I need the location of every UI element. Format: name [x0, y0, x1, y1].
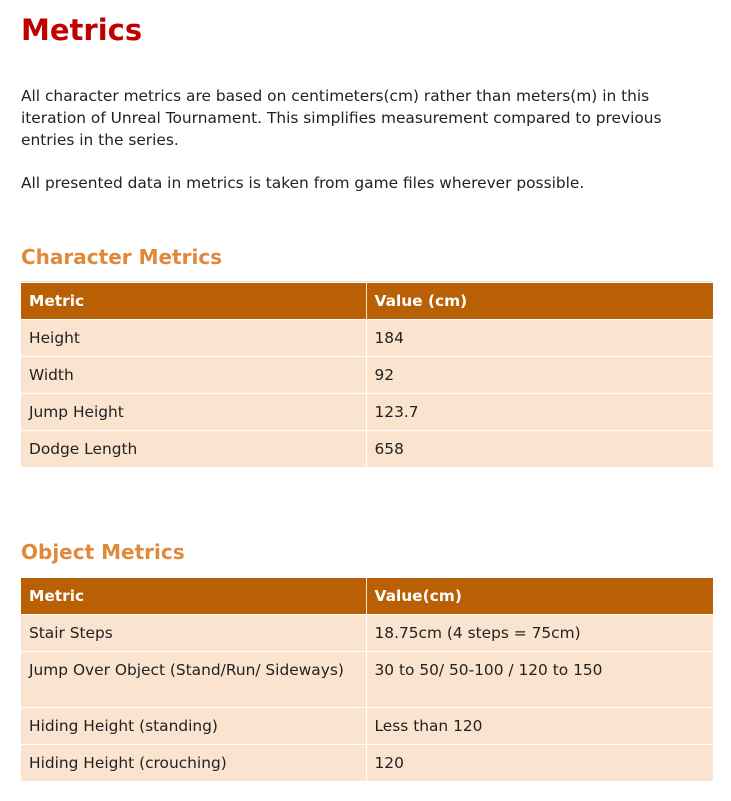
table-row: Hiding Height (crouching) 120: [21, 743, 713, 781]
table-row: Width 92: [21, 355, 713, 393]
column-header-metric: Metric: [21, 283, 367, 319]
value-cell: 92: [366, 355, 713, 393]
metric-cell: Jump Height: [21, 392, 367, 430]
value-cell: Less than 120: [366, 706, 713, 744]
table-row: Hiding Height (standing) Less than 120: [21, 706, 713, 744]
metric-cell: Hiding Height (crouching): [21, 743, 367, 781]
intro-paragraph-units: All character metrics are based on centi…: [21, 87, 662, 149]
value-cell: 30 to 50/ 50-100 / 120 to 150: [366, 650, 713, 707]
section-heading-object-metrics: Object Metrics: [21, 540, 185, 564]
metric-cell: Height: [21, 318, 367, 356]
table-row: Jump Height 123.7: [21, 392, 713, 430]
object-metrics-table: Metric Value(cm) Stair Steps 18.75cm (4 …: [21, 578, 713, 781]
table-header-row: Metric Value(cm): [21, 578, 713, 614]
metric-cell: Jump Over Object (Stand/Run/ Sideways): [21, 650, 367, 707]
value-cell: 123.7: [366, 392, 713, 430]
table-row: Stair Steps 18.75cm (4 steps = 75cm): [21, 613, 713, 651]
value-cell: 184: [366, 318, 713, 356]
column-header-value: Value(cm): [366, 578, 713, 614]
metric-cell: Hiding Height (standing): [21, 706, 367, 744]
intro-paragraph-source: All presented data in metrics is taken f…: [21, 174, 585, 192]
value-cell: 18.75cm (4 steps = 75cm): [366, 613, 713, 651]
value-cell: 658: [366, 429, 713, 467]
table-row: Dodge Length 658: [21, 429, 713, 467]
character-metrics-table: Metric Value (cm) Height 184 Width 92 Ju…: [21, 283, 713, 467]
section-divider: [21, 281, 713, 282]
metric-cell: Dodge Length: [21, 429, 367, 467]
table-header-row: Metric Value (cm): [21, 283, 713, 319]
metric-cell: Width: [21, 355, 367, 393]
table-row: Height 184: [21, 318, 713, 356]
table-row: Jump Over Object (Stand/Run/ Sideways) 3…: [21, 650, 713, 707]
page-title: Metrics: [21, 13, 143, 47]
column-header-value: Value (cm): [366, 283, 713, 319]
column-header-metric: Metric: [21, 578, 367, 614]
section-heading-character-metrics: Character Metrics: [21, 245, 223, 269]
metric-cell: Stair Steps: [21, 613, 367, 651]
value-cell: 120: [366, 743, 713, 781]
